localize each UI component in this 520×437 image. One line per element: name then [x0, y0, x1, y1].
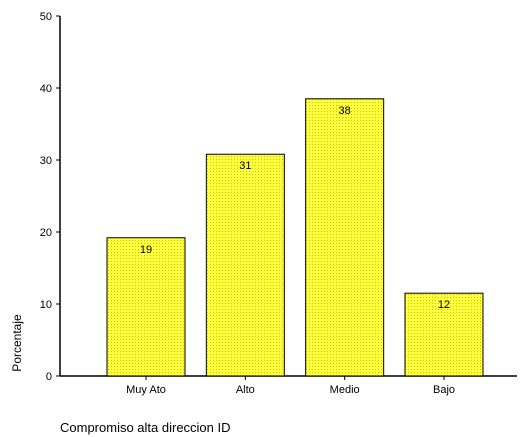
y-tick-label: 50 — [40, 11, 52, 23]
x-tick-label: Alto — [236, 384, 255, 396]
x-tick-label: Medio — [330, 384, 360, 396]
bar — [205, 153, 285, 377]
y-axis: 0 10 20 30 40 50 — [40, 11, 61, 383]
data-label: 31 — [239, 160, 251, 172]
y-tick-label: 0 — [46, 371, 52, 383]
y-axis-title: Porcentaje — [10, 314, 24, 372]
x-axis-title: Compromiso alta direccion ID — [60, 420, 231, 435]
bar — [106, 237, 186, 377]
x-axis: Muy Ato Alto Medio Bajo — [60, 375, 517, 396]
data-label: 19 — [140, 244, 152, 256]
data-labels: 19 31 38 12 — [140, 105, 450, 311]
x-tick-label: Bajo — [433, 384, 455, 396]
y-tick-label: 20 — [40, 227, 52, 239]
y-tick-label: 10 — [40, 299, 52, 311]
y-tick-label: 30 — [40, 155, 52, 167]
data-label: 12 — [438, 299, 450, 311]
data-label: 38 — [339, 105, 351, 117]
bar — [305, 98, 385, 377]
bars — [106, 98, 484, 377]
bar — [404, 292, 484, 377]
x-tick-label: Muy Ato — [126, 384, 166, 396]
y-tick-label: 40 — [40, 83, 52, 95]
